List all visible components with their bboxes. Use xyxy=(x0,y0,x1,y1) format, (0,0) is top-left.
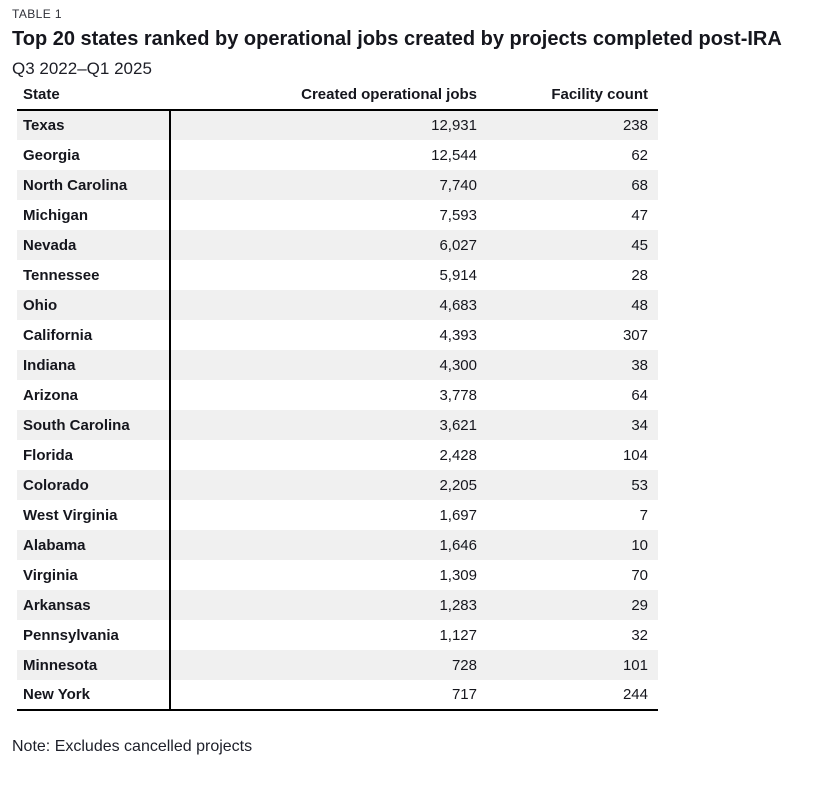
data-table: State Created operational jobs Facility … xyxy=(17,86,658,711)
state-cell: Virginia xyxy=(17,560,171,590)
jobs-cell: 5,914 xyxy=(439,266,477,284)
state-cell: Alabama xyxy=(17,530,171,560)
table-row: Pennsylvania 1,127 32 xyxy=(17,620,658,650)
jobs-cell: 2,428 xyxy=(439,446,477,464)
jobs-cell: 12,931 xyxy=(431,117,477,134)
facility-count-cell: 7 xyxy=(639,506,648,524)
facility-count-cell: 104 xyxy=(622,446,648,464)
jobs-cell: 1,646 xyxy=(439,536,477,554)
jobs-cell: 7,593 xyxy=(439,206,477,224)
table-row: Michigan 7,593 47 xyxy=(17,200,658,230)
state-cell: North Carolina xyxy=(17,170,171,200)
state-cell: Pennsylvania xyxy=(17,620,171,650)
column-header-jobs: Created operational jobs xyxy=(170,86,487,111)
state-cell: Tennessee xyxy=(17,260,171,290)
table-row: Ohio 4,683 48 xyxy=(17,290,658,320)
table-subtitle: Q3 2022–Q1 2025 xyxy=(12,59,152,78)
table-row: Texas 12,931 238 xyxy=(17,110,658,140)
table-row: Colorado 2,205 53 xyxy=(17,470,658,500)
jobs-cell: 1,283 xyxy=(439,596,477,614)
table-row: Arkansas 1,283 29 xyxy=(17,590,658,620)
facility-count-cell: 29 xyxy=(631,596,648,614)
jobs-cell: 4,393 xyxy=(439,326,477,344)
jobs-cell: 717 xyxy=(170,680,487,711)
facility-count-cell: 64 xyxy=(631,386,648,404)
facility-count-cell: 47 xyxy=(631,206,648,224)
state-cell: Colorado xyxy=(17,470,171,500)
jobs-cell: 4,300 xyxy=(439,356,477,374)
table-row: Alabama 1,646 10 xyxy=(17,530,658,560)
facility-count-cell: 32 xyxy=(631,626,648,644)
facility-count-cell: 28 xyxy=(631,266,648,284)
column-header-facility-count: Facility count xyxy=(487,86,658,111)
table-row: Minnesota 728 101 xyxy=(17,650,658,680)
facility-count-cell: 68 xyxy=(631,176,648,194)
table-row: New York 717 244 xyxy=(17,680,658,711)
table-row: Indiana 4,300 38 xyxy=(17,350,658,380)
jobs-cell: 728 xyxy=(451,656,477,674)
facility-count-cell: 244 xyxy=(487,680,658,711)
table-row: Tennessee 5,914 28 xyxy=(17,260,658,290)
facility-count-cell: 38 xyxy=(631,356,648,374)
table-header: State Created operational jobs Facility … xyxy=(17,86,658,111)
state-cell: Arizona xyxy=(17,380,171,410)
jobs-cell: 7,740 xyxy=(439,176,477,194)
state-cell: West Virginia xyxy=(17,500,171,530)
facility-count-cell: 70 xyxy=(631,566,648,584)
table-body: Texas 12,931 238 Georgia 12,544 62 North Car… xyxy=(17,110,658,711)
jobs-cell: 2,205 xyxy=(439,476,477,494)
state-cell: Florida xyxy=(17,440,171,470)
table-row: Arizona 3,778 64 xyxy=(17,380,658,410)
table-label: TABLE 1 xyxy=(12,7,62,21)
facility-count-cell: 307 xyxy=(622,326,648,344)
table-row: West Virginia 1,697 7 xyxy=(17,500,658,530)
column-header-state: State xyxy=(17,86,170,111)
state-cell: Minnesota xyxy=(17,650,171,680)
table-note: Note: Excludes cancelled projects xyxy=(12,738,253,755)
facility-count-cell: 62 xyxy=(631,146,648,164)
table-row: South Carolina 3,621 34 xyxy=(17,410,658,440)
jobs-cell: 1,127 xyxy=(439,626,477,644)
facility-count-cell: 238 xyxy=(622,117,648,134)
state-cell: Arkansas xyxy=(17,590,171,620)
table-row: Georgia 12,544 62 xyxy=(17,140,658,170)
table-row: California 4,393 307 xyxy=(17,320,658,350)
table-row: Florida 2,428 104 xyxy=(17,440,658,470)
facility-count-cell: 53 xyxy=(631,476,648,494)
state-cell: Ohio xyxy=(17,290,171,320)
facility-count-cell: 48 xyxy=(631,296,648,314)
jobs-cell: 1,309 xyxy=(439,566,477,584)
facility-count-cell: 45 xyxy=(631,236,648,254)
state-cell: California xyxy=(17,320,171,350)
table-figure: TABLE 1 Top 20 states ranked by operatio… xyxy=(12,7,782,756)
jobs-cell: 12,544 xyxy=(431,146,477,164)
jobs-cell: 1,697 xyxy=(439,506,477,524)
state-cell: South Carolina xyxy=(17,410,171,440)
table-row: Virginia 1,309 70 xyxy=(17,560,658,590)
table-row: Nevada 6,027 45 xyxy=(17,230,658,260)
state-cell: Georgia xyxy=(17,140,171,170)
facility-count-cell: 10 xyxy=(631,536,648,554)
header-row: State Created operational jobs Facility … xyxy=(17,86,658,111)
table-row: North Carolina 7,740 68 xyxy=(17,170,658,200)
jobs-cell: 3,621 xyxy=(439,416,477,434)
jobs-cell: 3,778 xyxy=(439,386,477,404)
state-cell: New York xyxy=(17,680,171,711)
table-title: Top 20 states ranked by operational jobs… xyxy=(12,28,782,50)
state-cell: Indiana xyxy=(17,350,171,380)
jobs-cell: 4,683 xyxy=(439,296,477,314)
state-cell: Michigan xyxy=(17,200,171,230)
facility-count-cell: 34 xyxy=(631,416,648,434)
jobs-cell: 6,027 xyxy=(439,236,477,254)
state-cell: Nevada xyxy=(17,230,171,260)
state-cell: Texas xyxy=(17,110,171,140)
facility-count-cell: 101 xyxy=(622,656,648,674)
